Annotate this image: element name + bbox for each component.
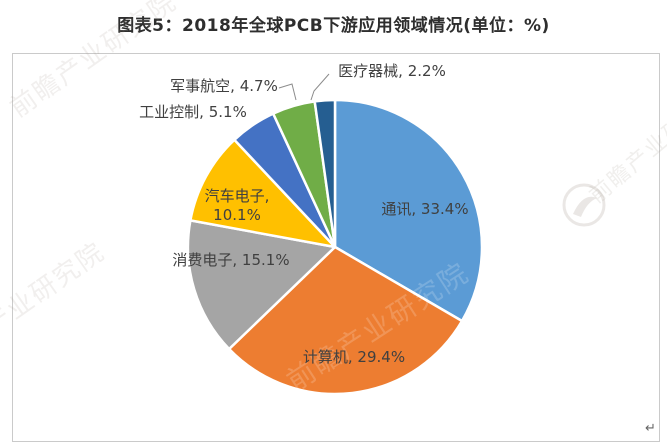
slice-label-计算机: 计算机, 29.4% <box>303 348 405 366</box>
pie-slice-消费电子 <box>186 219 337 351</box>
slice-label-消费电子: 消费电子, 15.1% <box>172 251 289 269</box>
slice-label-医疗器械: 医疗器械, 2.2% <box>338 62 446 80</box>
leader-line-医疗器械 <box>310 73 330 101</box>
return-mark: ↵ <box>645 421 656 436</box>
watermark-logo-icon <box>562 183 606 227</box>
chart-title: 图表5：2018年全球PCB下游应用领域情况(单位：%) <box>117 16 550 36</box>
pie-slice-通讯 <box>333 98 484 323</box>
slice-label-军事航空: 军事航空, 4.7% <box>170 77 278 95</box>
watermark-text: 产业研究院 <box>0 237 111 342</box>
pie-slice-汽车电子 <box>189 138 337 249</box>
slice-label-通讯: 通讯, 33.4% <box>381 200 468 218</box>
slice-label-工业控制: 工业控制, 5.1% <box>139 103 247 121</box>
leader-line-军事航空 <box>278 83 297 101</box>
pie-slice-计算机 <box>227 245 464 396</box>
slice-label-汽车电子: 汽车电子, 10.1% <box>205 187 270 224</box>
chart-frame <box>12 53 660 442</box>
pie-slice-医疗器械 <box>313 98 337 249</box>
